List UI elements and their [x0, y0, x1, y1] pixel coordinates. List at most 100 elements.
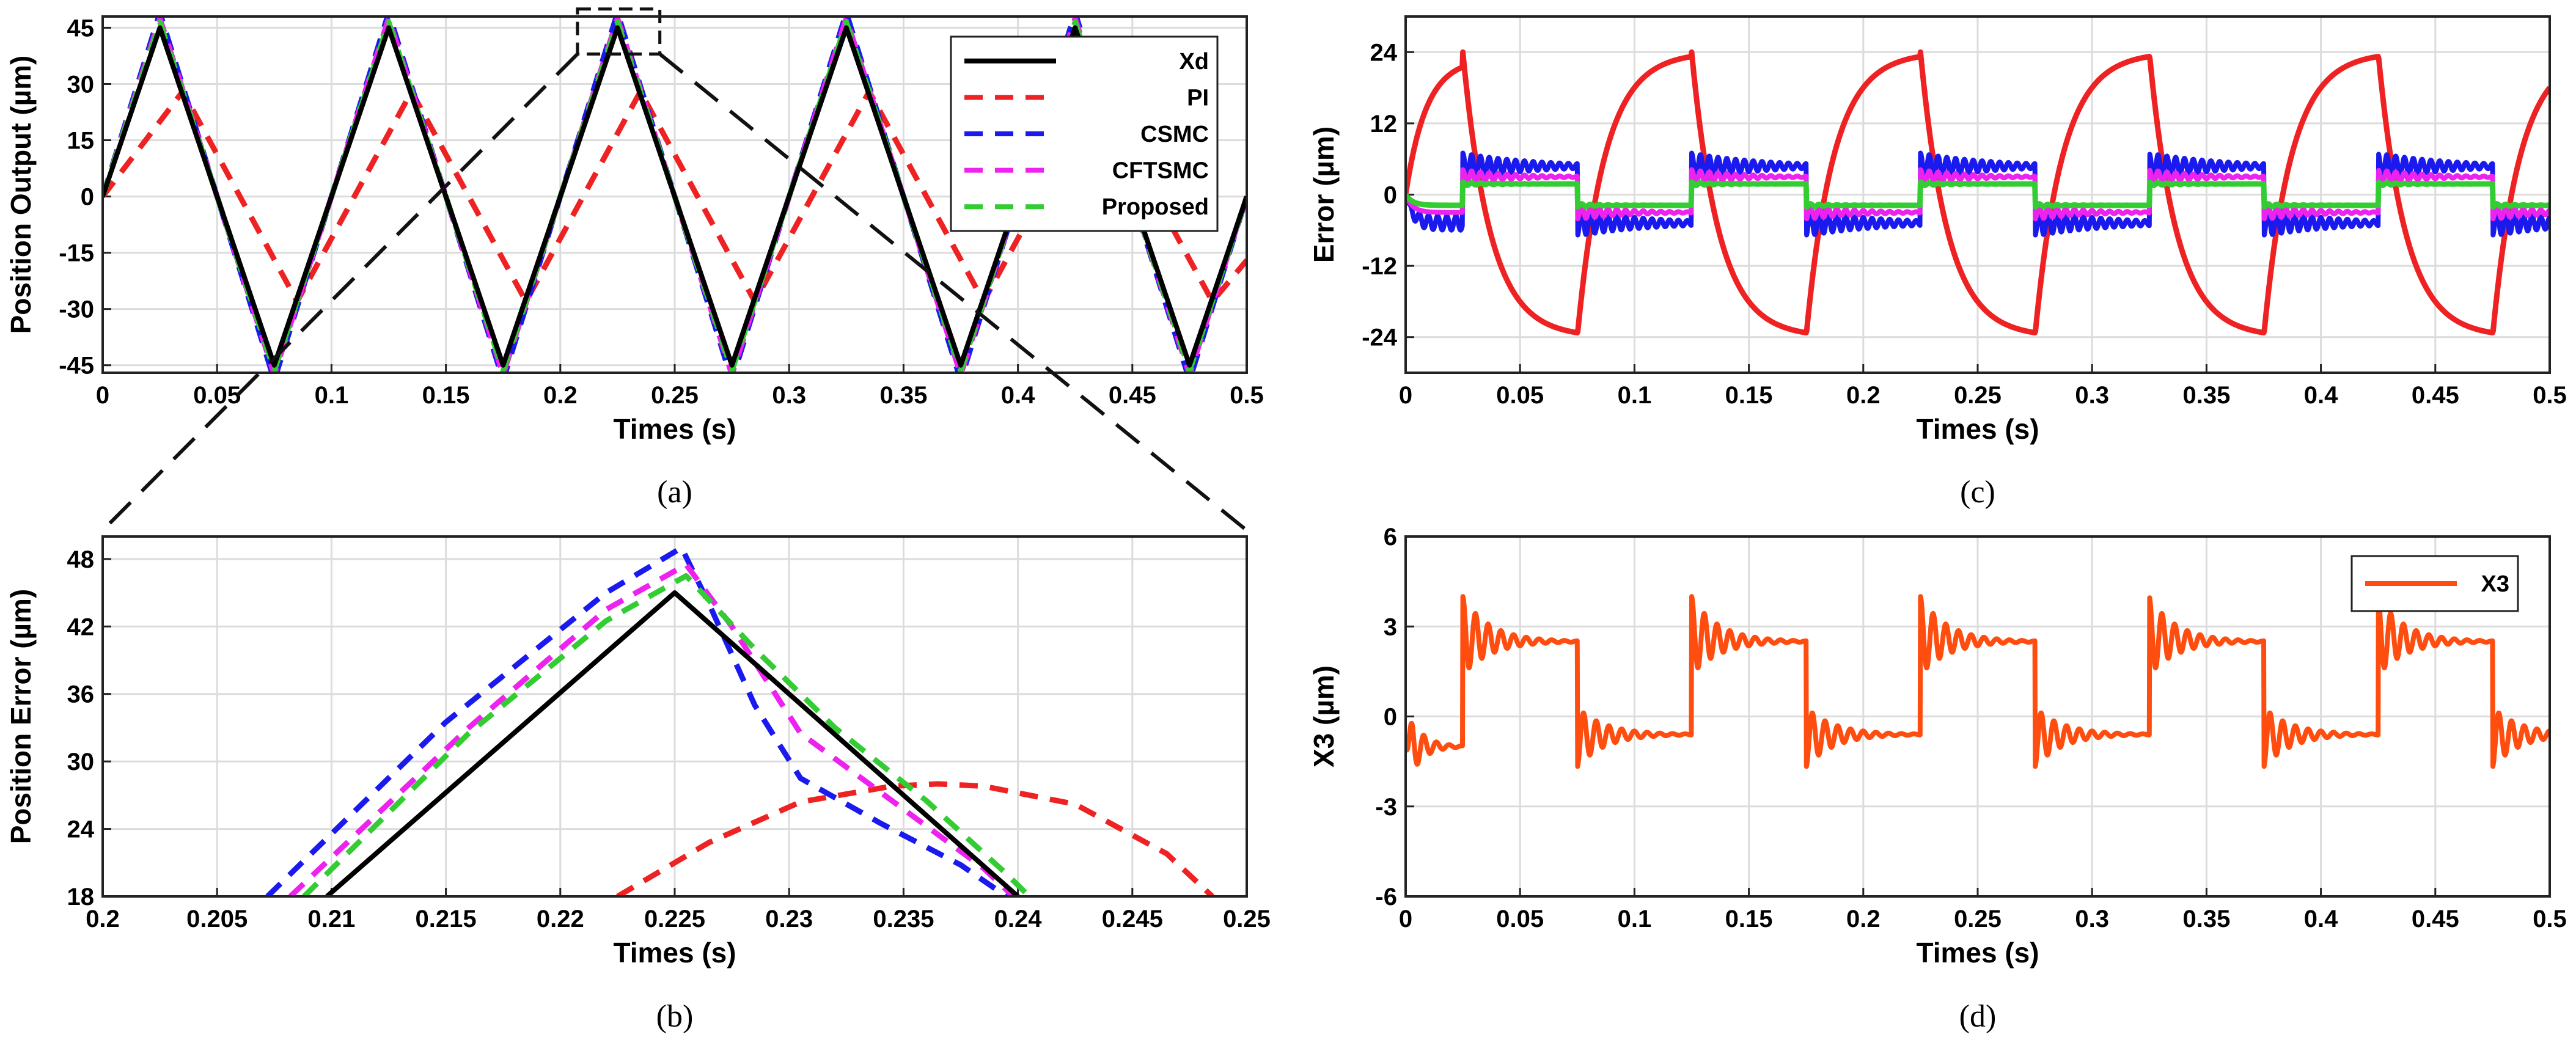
x-tick-label: 0.2: [1846, 906, 1881, 932]
legend-label-xd: Xd: [1179, 49, 1209, 75]
panel-c: 0 0.05 0.1 0.15 0.2 0.25 0.3 0.35 0.4 0.45 0.5 -24 -…: [1308, 15, 2567, 445]
series-xd: [325, 590, 1020, 896]
x-tick-label: 0.25: [1954, 382, 2002, 409]
x-tick-label: 0.05: [1496, 382, 1544, 409]
y-tick-label: 36: [67, 681, 95, 708]
legend-label-csmc: CSMC: [1140, 122, 1209, 147]
y-tick-label: 6: [1384, 524, 1397, 551]
y-tick-label: 0: [1384, 182, 1397, 209]
series-csmc: [265, 544, 1008, 896]
x-tick-label: 0.3: [2075, 906, 2109, 932]
x-tick-label: 0.21: [307, 906, 355, 932]
x-tick-label: 0.5: [1230, 382, 1264, 409]
axes-frame: [1404, 535, 2551, 898]
x-tick-label: 0.1: [315, 382, 349, 409]
y-tick-label: -12: [1362, 253, 1397, 280]
panel-d: 0 0.05 0.1 0.15 0.2 0.25 0.3 0.35 0.4 0.45 0.5 -6 -3…: [1308, 524, 2567, 969]
y-tick-label: 3: [1384, 613, 1397, 640]
x-tick-label: 0.4: [1001, 382, 1035, 409]
x-tick-label: 0: [96, 382, 109, 409]
tick-labels: 0 0.05 0.1 0.15 0.2 0.25 0.3 0.35 0.4 0.45 0.5 -24 -…: [1362, 39, 2567, 409]
x-tick-label: 0.205: [186, 906, 248, 932]
y-tick-label: 24: [67, 816, 95, 843]
series-cftsmc: [1406, 167, 2550, 222]
x-tick-label: 0.05: [1496, 906, 1544, 932]
x-tick-label: 0.35: [2182, 382, 2230, 409]
y-tick-label: -24: [1362, 324, 1398, 351]
x-axis-label: Times (s): [1916, 937, 2039, 969]
series-group: [1406, 49, 2550, 335]
x-tick-label: 0.15: [1725, 906, 1773, 932]
x-tick-label: 0.1: [1618, 382, 1652, 409]
series-group: [1406, 594, 2550, 769]
tick-labels: 0 0.05 0.1 0.15 0.2 0.25 0.3 0.35 0.4 0.45 0.5 -45 -…: [59, 15, 1264, 409]
legend: X3: [2350, 555, 2519, 612]
panel-caption-c: (c): [1960, 475, 1995, 510]
series-pi: [1406, 49, 2550, 335]
series-proposed: [1406, 179, 2550, 210]
y-tick-label: -3: [1375, 794, 1397, 821]
x-tick-label: 0.25: [1954, 906, 2002, 932]
x-tick-label: 0.3: [2075, 382, 2109, 409]
x-tick-label: 0.3: [772, 382, 806, 409]
x-tick-label: 0.2: [1846, 382, 1881, 409]
y-tick-label: -6: [1375, 884, 1397, 910]
x-tick-label: 0.215: [416, 906, 477, 932]
x-tick-label: 0.2: [86, 906, 120, 932]
x-axis-label: Times (s): [613, 413, 736, 445]
y-tick-label: 12: [1370, 111, 1398, 137]
y-axis-label: Position Error (µm): [5, 589, 37, 844]
y-axis-label: Error (µm): [1308, 126, 1340, 263]
tick-labels: 0 0.05 0.1 0.15 0.2 0.25 0.3 0.35 0.4 0.45 0.5 -6 -3…: [1375, 524, 2566, 932]
x-axis-label: Times (s): [1916, 413, 2039, 445]
legend-label-x3: X3: [2481, 571, 2509, 597]
series-group: [265, 544, 1214, 896]
x-tick-label: 0.235: [873, 906, 934, 932]
y-tick-label: 0: [1384, 704, 1397, 731]
y-tick-label: 48: [67, 546, 95, 573]
series-csmc: [1406, 150, 2550, 238]
x-tick-label: 0.25: [651, 382, 699, 409]
x-tick-label: 0.225: [644, 906, 705, 932]
y-axis-label: Position Output (µm): [5, 56, 37, 334]
zoom-connector-right: [658, 53, 1248, 532]
zoom-connector-left: [101, 53, 579, 532]
y-tick-label: 24: [1370, 39, 1398, 66]
panel-caption-b: (b): [656, 999, 694, 1034]
y-tick-label: 15: [67, 128, 95, 155]
legend-label-cftsmc: CFTSMC: [1112, 158, 1209, 184]
x-tick-label: 0.5: [2533, 906, 2567, 932]
grid-lines: [101, 536, 1248, 898]
y-tick-label: 45: [67, 15, 95, 42]
series-pi: [616, 781, 1214, 896]
x-tick-label: 0.45: [1109, 382, 1156, 409]
y-tick-label: -15: [59, 240, 94, 267]
tick-labels: 0.2 0.205 0.21 0.215 0.22 0.225 0.23 0.235 0.24 0…: [67, 546, 1271, 932]
x-tick-label: 0.2: [543, 382, 578, 409]
x-tick-label: 0.15: [422, 382, 470, 409]
x-tick-label: 0.45: [2412, 906, 2459, 932]
legend-label-pi: PI: [1187, 85, 1209, 111]
x-tick-label: 0.24: [994, 906, 1043, 932]
legend-label-proposed: Proposed: [1102, 194, 1209, 220]
series-proposed: [302, 573, 1032, 896]
x-tick-label: 0.22: [537, 906, 584, 932]
y-tick-label: 0: [81, 184, 94, 211]
series-x3: [1406, 594, 2550, 769]
x-tick-label: 0: [1399, 906, 1412, 932]
x-axis-label: Times (s): [613, 937, 736, 969]
axes-frame: [101, 15, 1248, 374]
x-tick-label: 0.5: [2533, 382, 2567, 409]
x-tick-label: 0.245: [1102, 906, 1163, 932]
x-tick-label: 0.23: [765, 906, 813, 932]
y-tick-label: 30: [67, 71, 95, 98]
x-tick-label: 0.35: [2182, 906, 2230, 932]
x-tick-label: 0.15: [1725, 382, 1773, 409]
axes-frame: [1404, 15, 2551, 374]
y-tick-label: 30: [67, 749, 95, 775]
panel-caption-d: (d): [1959, 999, 1997, 1034]
series-cftsmc: [288, 562, 1016, 896]
panel-b: 0.2 0.205 0.21 0.215 0.22 0.225 0.23 0.235 0.24 0…: [5, 535, 1271, 969]
y-tick-label: -45: [59, 353, 94, 379]
